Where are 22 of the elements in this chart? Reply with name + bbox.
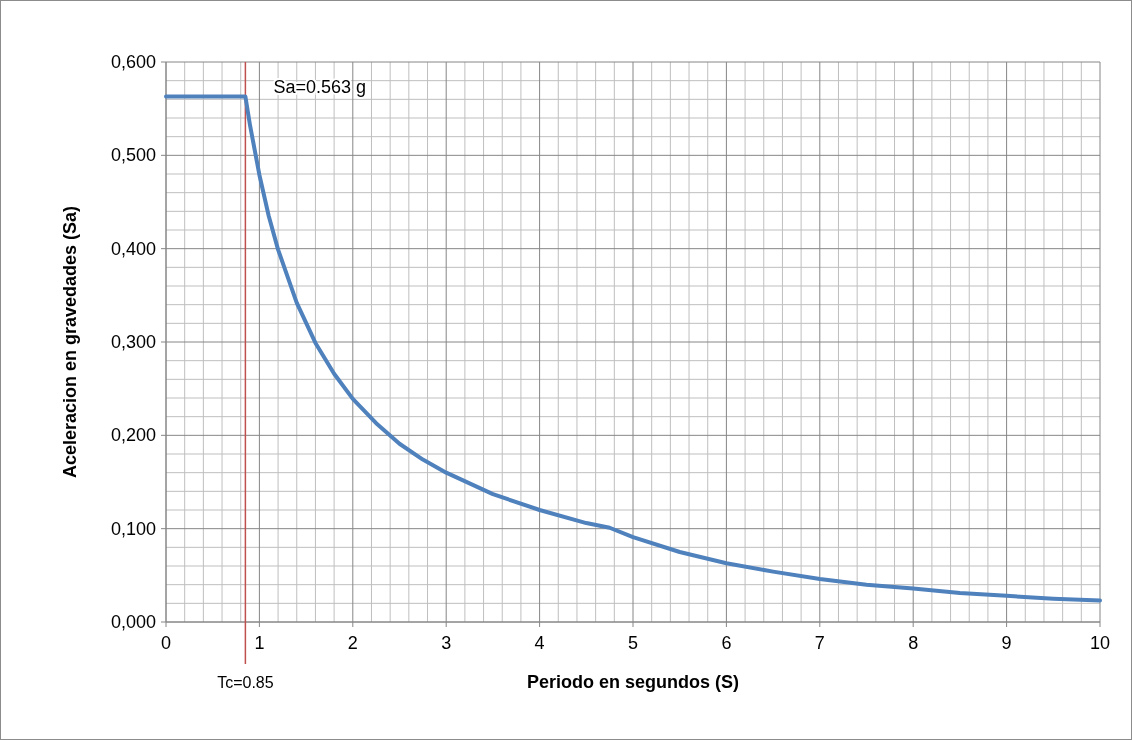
y-tick-label: 0,000	[110, 612, 156, 632]
y-axis-title: Aceleracion en gravedades (Sa)	[60, 205, 80, 479]
x-tick-label: 7	[814, 633, 825, 653]
x-tick-label: 0	[160, 633, 172, 653]
x-tick-label: 6	[721, 633, 732, 653]
x-tick-label: 9	[1001, 633, 1012, 653]
x-tick-label: 1	[254, 633, 265, 653]
ref-line-label: Tc=0.85	[217, 674, 274, 691]
y-tick-label: 0,500	[110, 145, 156, 166]
x-tick-label: 3	[441, 633, 452, 653]
x-tick-label: 10	[1089, 633, 1111, 653]
y-tick-label: 0,100	[110, 518, 156, 539]
y-tick-label: 0,600	[110, 52, 156, 72]
x-axis-title: Periodo en segundos (S)	[526, 672, 740, 692]
annotation: Sa=0.563 g	[273, 76, 366, 97]
x-tick-label: 2	[347, 633, 358, 653]
x-tick-label: 5	[627, 633, 639, 653]
y-tick-label: 0,300	[110, 332, 156, 352]
y-tick-label: 0,400	[110, 238, 156, 259]
x-tick-label: 8	[908, 633, 919, 653]
y-tick-label: 0,200	[110, 425, 156, 446]
x-tick-label: 4	[534, 633, 545, 653]
